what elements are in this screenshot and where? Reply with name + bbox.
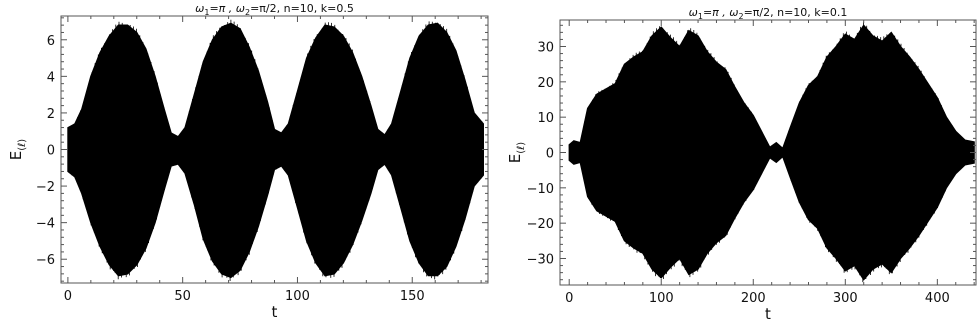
chart-panel-2: 0 100 200 300 400 −30 −20 −10 0 10 20 30 t E(ℓ) ω1=π ,… <box>506 6 977 323</box>
x-tick-label: 400 <box>925 291 950 306</box>
y-tick-label: −20 <box>527 217 554 232</box>
signal-oscillation-line <box>67 19 484 282</box>
y-tick-label: −30 <box>527 253 554 268</box>
signal-oscillation-line <box>568 21 975 283</box>
x-tick-label: 0 <box>64 289 72 304</box>
x-tick-label: 100 <box>285 289 310 304</box>
y-tick-label: 4 <box>47 70 55 85</box>
chart-panel-1: 0 50 100 150 −6 −4 −2 0 2 4 6 t E(ℓ) ω1=π , ω2=π/2, n… <box>7 2 489 321</box>
y-tick-label: −2 <box>36 180 55 195</box>
y-tick-label: −4 <box>36 217 55 232</box>
x-tick-label: 200 <box>741 291 766 306</box>
x-tick-label: 50 <box>174 289 191 304</box>
y-tick-label: −10 <box>527 182 554 197</box>
y-tick-label: 2 <box>47 107 55 122</box>
y-axis-title: E(ℓ) <box>506 142 527 164</box>
x-tick-label: 0 <box>565 291 573 306</box>
y-tick-label: 20 <box>537 76 554 91</box>
y-tick-label: −6 <box>36 253 55 268</box>
y-tick-label: 6 <box>47 34 55 49</box>
y-tick-label: 30 <box>537 41 554 56</box>
x-tick-label: 100 <box>649 291 674 306</box>
x-tick-label: 300 <box>833 291 858 306</box>
series-signal <box>568 21 975 283</box>
y-tick-label: 10 <box>537 111 554 126</box>
y-tick-label: 0 <box>47 144 55 159</box>
x-axis-title: t <box>272 303 278 321</box>
y-tick-label: 0 <box>546 147 554 162</box>
x-tick-label: 150 <box>400 289 425 304</box>
chart-title: ω1=π , ω2=π/2, n=10, k=0.1 <box>689 6 848 21</box>
x-axis-title: t <box>765 305 771 323</box>
y-axis-title: E(ℓ) <box>7 139 28 161</box>
chart-title: ω1=π , ω2=π/2, n=10, k=0.5 <box>195 2 354 17</box>
series-signal <box>67 19 484 282</box>
